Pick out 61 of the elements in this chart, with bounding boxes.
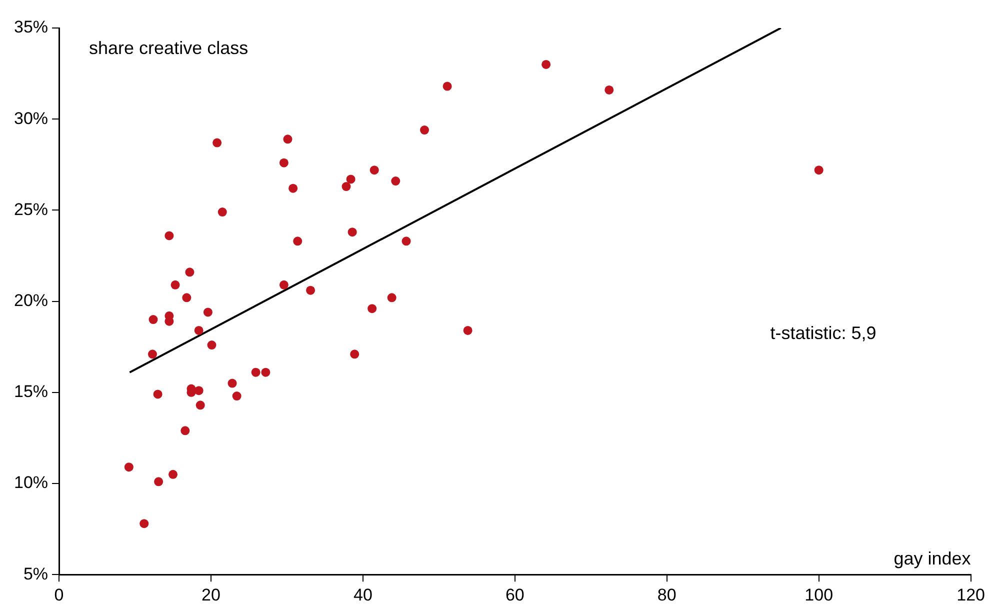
point <box>212 138 222 148</box>
point <box>154 477 164 486</box>
x-axis-title: gay index <box>894 548 971 569</box>
point <box>140 519 149 528</box>
x-tick-label: 40 <box>353 585 372 604</box>
point <box>542 60 551 69</box>
point <box>288 184 298 193</box>
point <box>442 82 452 91</box>
point <box>814 166 824 175</box>
y-tick-label: 25% <box>14 200 48 219</box>
point <box>153 390 162 399</box>
point <box>387 293 396 302</box>
point <box>342 182 351 192</box>
y-tick-label: 5% <box>23 564 48 584</box>
y-tick-label: 35% <box>14 18 48 37</box>
point <box>604 85 614 94</box>
x-tick-label: 0 <box>54 585 64 604</box>
point <box>170 280 180 290</box>
point <box>207 340 216 350</box>
point <box>348 228 357 237</box>
point <box>164 231 174 240</box>
point <box>194 386 204 396</box>
x-tick-label: 60 <box>505 585 524 604</box>
point <box>185 268 194 277</box>
x-tick-label: 80 <box>657 585 676 604</box>
point <box>203 308 212 317</box>
point <box>228 378 237 388</box>
point <box>261 368 270 377</box>
point <box>346 174 356 184</box>
x-tick-label: 120 <box>956 585 986 604</box>
point <box>232 392 242 401</box>
point <box>124 462 134 472</box>
y-axis-title: share creative class <box>89 38 248 58</box>
point <box>148 350 157 359</box>
point <box>168 470 178 479</box>
point <box>306 286 316 295</box>
point <box>279 158 288 168</box>
point <box>182 293 192 302</box>
y-tick-label: 30% <box>14 108 48 128</box>
x-tick-label: 20 <box>202 585 220 604</box>
annotation: t-statistic: 5,9 <box>770 323 876 344</box>
x-tick-label: 100 <box>804 585 834 604</box>
point <box>283 134 292 144</box>
point <box>194 326 204 335</box>
point <box>148 315 158 324</box>
y-tick-label: 10% <box>14 473 48 492</box>
point <box>196 400 205 410</box>
point <box>402 236 411 246</box>
point <box>279 280 288 290</box>
y-tick-label: 20% <box>14 290 48 310</box>
point <box>463 326 472 335</box>
point <box>293 236 302 246</box>
point <box>370 166 379 175</box>
point <box>420 126 429 135</box>
point <box>368 304 377 314</box>
y-tick-label: 15% <box>14 382 48 402</box>
point <box>251 368 260 377</box>
point <box>350 350 360 359</box>
point <box>180 426 190 436</box>
point <box>391 176 400 186</box>
point <box>218 208 227 217</box>
